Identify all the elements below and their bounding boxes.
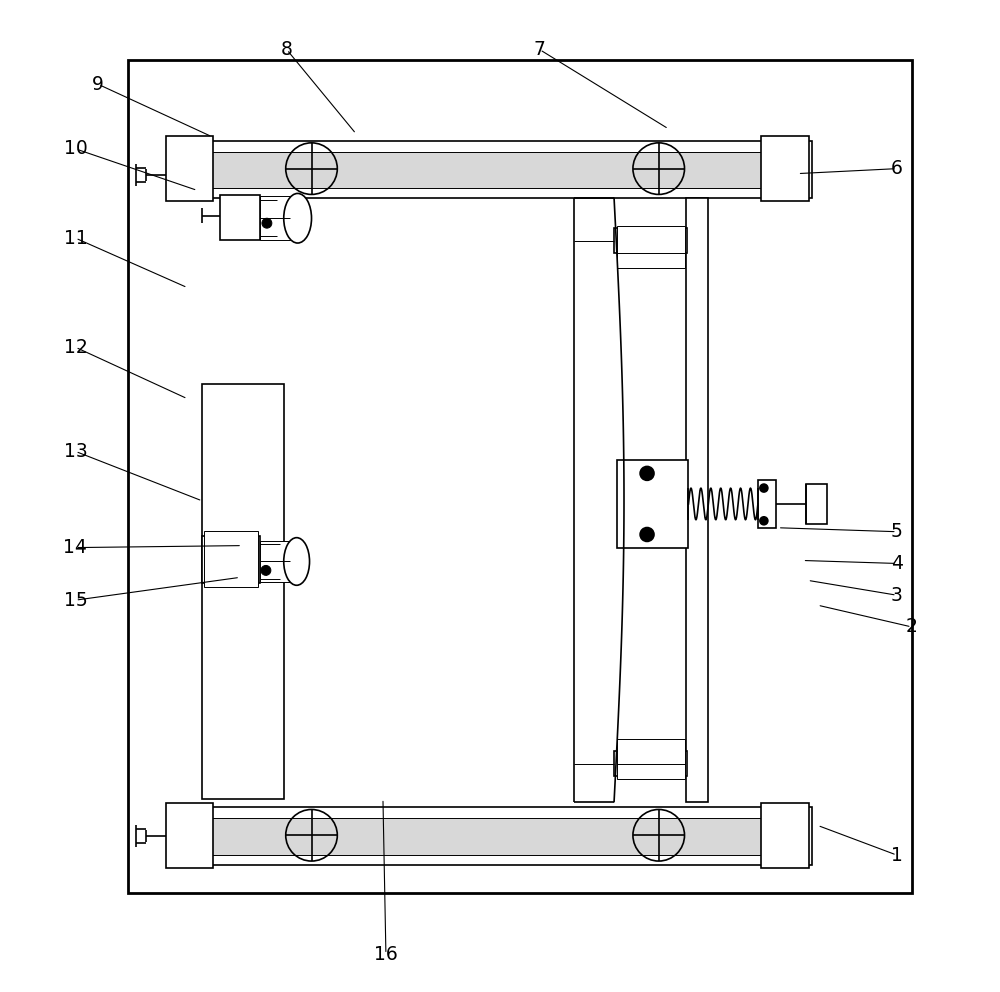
Bar [260, 196, 290, 240]
Bar [617, 739, 685, 779]
Bar [212, 818, 768, 855]
Text: 1: 1 [891, 845, 903, 865]
Text: 15: 15 [64, 590, 87, 610]
Bar [202, 536, 260, 583]
Bar [166, 803, 213, 868]
Text: 2: 2 [906, 617, 918, 637]
Bar [168, 141, 812, 198]
Bar [212, 152, 768, 188]
Bar [202, 384, 284, 799]
Text: 10: 10 [64, 139, 87, 159]
Bar [617, 460, 688, 548]
Circle shape [640, 528, 654, 542]
Circle shape [760, 517, 768, 525]
Bar [204, 531, 258, 587]
Bar [614, 228, 687, 253]
Text: 4: 4 [891, 554, 903, 573]
Bar [614, 751, 687, 776]
Circle shape [262, 218, 272, 228]
Bar [758, 480, 776, 528]
Bar [168, 807, 812, 865]
Text: 6: 6 [891, 159, 903, 179]
Bar [166, 136, 213, 201]
Bar [220, 195, 260, 240]
Text: 11: 11 [64, 228, 87, 248]
Text: 7: 7 [534, 40, 546, 60]
Text: 12: 12 [64, 337, 87, 357]
Text: 13: 13 [64, 441, 87, 461]
Text: 9: 9 [92, 74, 104, 94]
Text: 16: 16 [374, 944, 398, 964]
Bar [686, 198, 708, 802]
Ellipse shape [284, 538, 310, 585]
Text: 3: 3 [891, 585, 903, 605]
Text: 14: 14 [63, 538, 87, 558]
Bar [128, 60, 912, 893]
Text: 5: 5 [891, 522, 903, 542]
Bar [806, 484, 827, 524]
Bar [260, 541, 290, 582]
Bar [761, 136, 809, 201]
Bar [761, 803, 809, 868]
Circle shape [640, 466, 654, 480]
Ellipse shape [284, 193, 312, 243]
Bar [617, 226, 685, 268]
Circle shape [261, 565, 271, 575]
Text: 8: 8 [281, 40, 293, 60]
Circle shape [760, 484, 768, 492]
